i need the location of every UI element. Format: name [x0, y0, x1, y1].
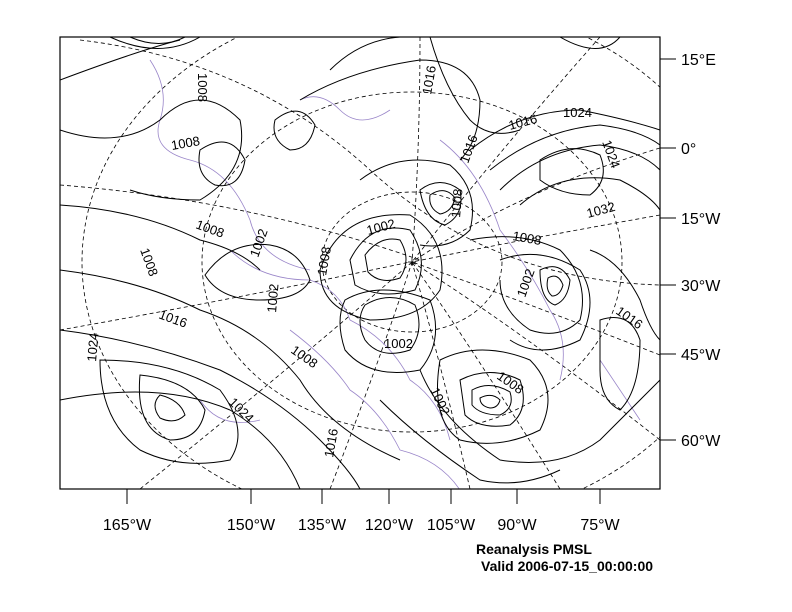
bottom-axis-labels: 165°W 150°W 135°W 120°W 105°W 90°W 75°W	[103, 517, 621, 534]
lon-label-105w: 105°W	[427, 517, 476, 534]
lon-label-150w: 150°W	[227, 517, 276, 534]
contour-label: 1002	[365, 216, 397, 238]
contour-label: 1002	[247, 227, 271, 259]
lon-label-90w: 90°W	[497, 517, 537, 534]
isobars	[60, 37, 660, 489]
contour-labels: 1008 1016 1008 1016 1024 1024 1016 1008 …	[84, 64, 646, 458]
lat-label-0: 0°	[681, 141, 696, 158]
lon-label-135w: 135°W	[298, 517, 347, 534]
contour-label: 1016	[419, 64, 439, 95]
contour-label: 1016	[507, 111, 539, 133]
contour-label: 1032	[585, 199, 617, 221]
contour-label: 1008	[314, 245, 334, 276]
low-center-marker	[408, 258, 416, 266]
contour-label: 1008	[195, 73, 210, 102]
graticule	[60, 37, 660, 489]
contour-label: 1002	[264, 283, 281, 313]
right-axis-labels: 15°E 0° 15°W 30°W 45°W 60°W	[681, 52, 721, 450]
contour-label: 1016	[157, 307, 189, 331]
lon-label-165w: 165°W	[103, 517, 152, 534]
lat-label-30w: 30°W	[681, 278, 721, 295]
chart-title: Reanalysis PMSL	[476, 541, 592, 557]
bottom-axis-ticks	[126, 489, 601, 504]
contour-label: 1024	[84, 332, 101, 362]
contour-label: 1008	[511, 228, 542, 248]
lat-label-45w: 45°W	[681, 347, 721, 364]
contour-label: 1024	[563, 105, 592, 120]
lat-label-15e: 15°E	[681, 52, 716, 69]
map-frame	[59, 36, 661, 490]
lat-label-60w: 60°W	[681, 433, 721, 450]
contour-label: 1008	[137, 246, 161, 278]
valid-time: Valid 2006-07-15_00:00:00	[481, 558, 654, 574]
lon-label-75w: 75°W	[580, 517, 620, 534]
contour-label: 1002	[384, 336, 413, 351]
lon-label-120w: 120°W	[365, 517, 414, 534]
contour-label: 1008	[288, 342, 320, 371]
contour-label: 1016	[321, 427, 341, 458]
contour-label: 1002	[427, 385, 453, 418]
contour-label: 1008	[194, 217, 226, 241]
right-axis-ticks	[660, 58, 676, 441]
contour-label: 1008	[170, 133, 201, 153]
contour-label: 1008	[448, 188, 465, 218]
contour-label: 1016	[613, 303, 645, 332]
lat-label-15w: 15°W	[681, 211, 721, 228]
coastlines	[149, 59, 641, 489]
contour-label: 1002	[514, 267, 538, 299]
contour-label: 1016	[457, 133, 481, 165]
